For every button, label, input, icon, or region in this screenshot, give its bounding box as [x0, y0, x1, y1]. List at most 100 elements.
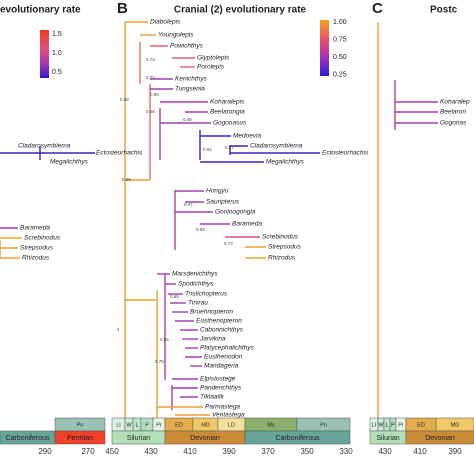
taxon-label: Ventastega — [212, 412, 245, 419]
taxon-label: Bruehnopteron — [190, 309, 233, 316]
age-label: 330 — [339, 447, 353, 456]
age-label: 410 — [183, 447, 197, 456]
taxon-label: Barameda — [20, 225, 50, 232]
taxon-label: Tiktaalik — [200, 394, 225, 401]
taxon-label: Screbinodus — [262, 234, 299, 241]
timescale-label: MD — [451, 422, 460, 428]
timescale-label: Permian — [67, 435, 93, 442]
age-label: 430 — [378, 447, 392, 456]
timescale-label: L — [385, 422, 388, 428]
tree-branches — [0, 22, 396, 420]
taxon-label: Marsdenichthys — [172, 271, 218, 278]
timescale-label: ED — [417, 422, 425, 428]
timescale-label: P — [145, 422, 149, 428]
taxon-label: Screbinodus — [24, 235, 61, 242]
colorbar-tick: 0.75 — [333, 36, 347, 43]
timescale-label: ED — [175, 422, 183, 428]
timescale-label: Carboniferous — [276, 435, 320, 442]
timescale-label: Pr — [156, 422, 162, 428]
taxon-label: Mandageria — [204, 363, 239, 370]
taxon-label: Strepsodus — [20, 245, 54, 252]
colorbar-tick: 0.25 — [333, 71, 347, 78]
age-label: 450 — [105, 447, 119, 456]
colorbar — [40, 30, 49, 78]
colorbar — [320, 20, 329, 76]
node-support: 0.94 — [203, 147, 212, 152]
timescale-label: Silurian — [376, 435, 399, 442]
timescale-label: L — [135, 422, 138, 428]
timescale-label: Ll — [116, 422, 120, 428]
taxon-label: Tristichopterus — [185, 291, 228, 298]
taxon-label: Jarvikina — [199, 336, 226, 343]
taxon-label: Ectosteorhachis — [322, 150, 369, 157]
taxon-label: Beelarongia — [210, 109, 245, 116]
taxon-label: Rhizodus — [268, 255, 296, 262]
taxon-label: Powichthys — [170, 43, 204, 50]
taxon-label: Parmastega — [205, 404, 240, 411]
taxon-label: Diabolepis — [150, 19, 181, 26]
panel-letter: B — [117, 0, 128, 17]
taxon-label: Platycephalichthys — [200, 345, 255, 352]
taxon-label: Youngolepis — [158, 32, 194, 39]
node-support: 0.95 — [150, 92, 159, 97]
taxon-label: Gooloogongia — [215, 209, 256, 216]
taxon-label: Strepsodus — [268, 244, 302, 251]
timescale-cell — [244, 430, 351, 445]
age-label: 290 — [38, 447, 52, 456]
taxon-label: Cabonnichthys — [200, 327, 244, 334]
taxon-label: Ectosteorhachis — [96, 150, 143, 157]
colorbar-tick: 0.5 — [52, 69, 62, 76]
taxon-label: Spodichthys — [178, 281, 214, 288]
timescale-label: Silurian — [127, 435, 150, 442]
timescale-label: P — [391, 422, 395, 428]
node-support: 0.48 — [146, 109, 155, 114]
timescale-label: Ll — [372, 422, 376, 428]
timescale-label: LD — [228, 422, 235, 428]
age-label: 430 — [144, 447, 158, 456]
node-support: 0.73 — [146, 57, 155, 62]
taxon-label: Cladarosymblema — [250, 143, 303, 150]
node-support: 0.46 — [183, 117, 192, 122]
age-label: 270 — [81, 447, 95, 456]
taxon-label: Rhizodus — [22, 255, 50, 262]
age-label: 410 — [413, 447, 427, 456]
timescale-label: MD — [201, 422, 210, 428]
age-label: 390 — [222, 447, 236, 456]
panel-title: evolutionary rate — [0, 5, 81, 16]
taxon-label: Glyptolepis — [197, 55, 230, 62]
node-support: 0.65 — [170, 294, 179, 299]
taxon-label: Koharalep — [440, 99, 470, 106]
taxon-label: Koharalepis — [210, 99, 245, 106]
node-support: 0.57 — [225, 145, 234, 150]
taxon-label: Tungsenia — [175, 86, 205, 93]
taxon-label: Hongyu — [206, 188, 229, 195]
colorbar-tick: 1.00 — [333, 19, 347, 26]
taxon-label: Elpistostege — [200, 376, 236, 383]
taxon-label: Medoevia — [233, 133, 262, 140]
age-label: 390 — [448, 447, 462, 456]
colorbar-tick: 0.50 — [333, 54, 347, 61]
timescale-label: Carboniferous — [6, 435, 50, 442]
node-support: 0.88 — [122, 177, 131, 182]
taxon-label: Gogonas — [440, 120, 467, 127]
taxon-label: Eusthenopteron — [196, 318, 242, 325]
taxon-label: Barameda — [232, 221, 262, 228]
node-support: 1 — [117, 327, 120, 332]
taxon-label: Tinirau — [188, 300, 208, 307]
timescale-label: W — [378, 422, 384, 428]
timescale-label: Devonian — [190, 435, 220, 442]
timescale-label: Pn — [320, 422, 327, 428]
taxon-label: Cladarosymblema — [18, 143, 71, 150]
node-support: 0.47 — [184, 202, 193, 207]
node-support: 0.66 — [160, 337, 169, 342]
node-support: 0.93 — [196, 227, 205, 232]
timescale-label: Pr — [398, 422, 404, 428]
taxon-label: Kenichthys — [175, 76, 208, 83]
taxon-label: Porolepis — [197, 64, 225, 71]
timescale-label: Devonian — [425, 435, 455, 442]
node-support: 0.88 — [120, 97, 129, 102]
taxon-label: Panderichthys — [200, 385, 242, 392]
age-label: 350 — [300, 447, 314, 456]
taxon-label: Megalichthys — [50, 159, 89, 166]
